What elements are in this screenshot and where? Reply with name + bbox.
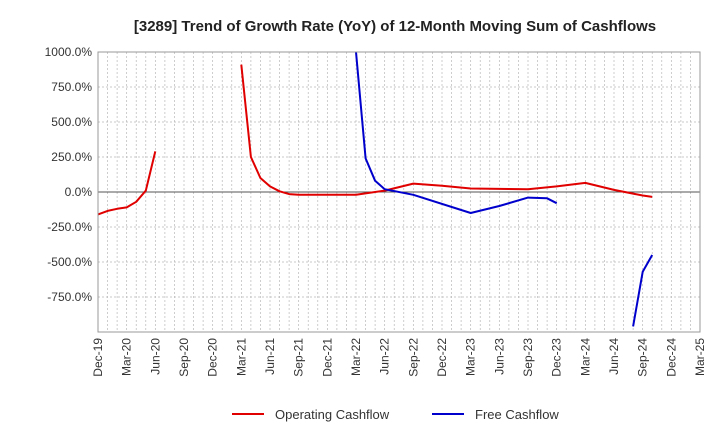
series-lines	[97, 51, 654, 327]
y-tick-label: 750.0%	[51, 80, 92, 94]
x-tick-label: Jun-23	[492, 338, 506, 375]
x-tick-label: Sep-24	[636, 338, 650, 377]
series-line	[355, 51, 558, 214]
x-tick-label: Sep-23	[521, 338, 535, 377]
y-tick-label: 500.0%	[51, 115, 92, 129]
x-tick-label: Sep-21	[292, 338, 306, 377]
legend-label: Free Cashflow	[475, 407, 559, 422]
x-tick-label: Dec-21	[320, 338, 334, 377]
x-tick-label: Mar-23	[464, 338, 478, 376]
series-line	[97, 151, 157, 216]
x-tick-label: Mar-22	[349, 338, 363, 376]
legend-label: Operating Cashflow	[275, 407, 390, 422]
y-tick-label: 250.0%	[51, 150, 92, 164]
y-tick-label: 1000.0%	[45, 45, 93, 59]
plot-area	[97, 51, 701, 333]
x-tick-label: Mar-25	[693, 338, 707, 376]
x-tick-label: Dec-23	[550, 338, 564, 377]
x-tick-label: Sep-20	[177, 338, 191, 377]
x-tick-label: Dec-19	[91, 338, 105, 377]
x-tick-label: Jun-22	[378, 338, 392, 375]
x-tick-label: Dec-20	[206, 338, 220, 377]
x-tick-label: Jun-24	[607, 338, 621, 375]
y-tick-label: 0.0%	[65, 185, 93, 199]
y-tick-label: -750.0%	[47, 290, 92, 304]
y-axis: 1000.0% 750.0% 500.0% 250.0% 0.0% -250.0% -500…	[45, 45, 93, 304]
legend: Operating Cashflow Free Cashflow	[232, 407, 559, 422]
x-tick-label: Mar-20	[120, 338, 134, 376]
x-axis: Dec-19 Mar-20 Jun-20 Sep-20 Dec-20 Mar-21 Jun-…	[91, 338, 707, 377]
y-tick-label: -250.0%	[47, 220, 92, 234]
chart-title: [3289] Trend of Growth Rate (YoY) of 12-…	[134, 18, 656, 35]
x-tick-label: Mar-24	[578, 338, 592, 376]
series-line	[240, 64, 653, 198]
x-tick-label: Dec-22	[435, 338, 449, 377]
x-tick-label: Sep-22	[406, 338, 420, 377]
x-tick-label: Jun-20	[148, 338, 162, 375]
x-tick-label: Jun-21	[263, 338, 277, 375]
x-tick-label: Dec-24	[664, 338, 678, 377]
series-line	[632, 254, 654, 327]
x-tick-label: Mar-21	[234, 338, 248, 376]
y-tick-label: -500.0%	[47, 255, 92, 269]
